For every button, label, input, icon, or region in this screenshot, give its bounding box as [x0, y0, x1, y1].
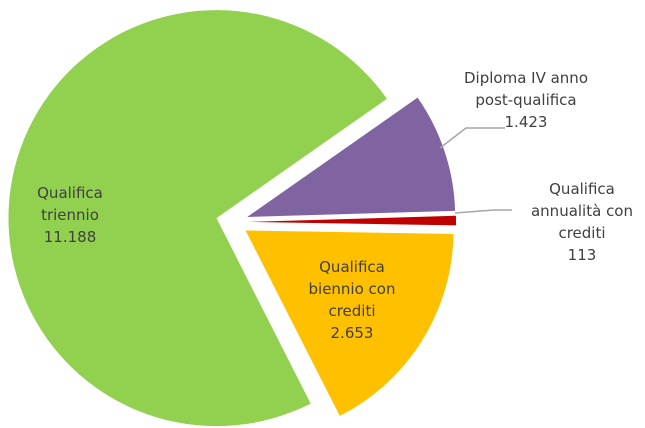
slice-label: Qualifica biennio con crediti 2.653 — [292, 256, 412, 344]
slice-label: Qualifica annualità con crediti 113 — [517, 178, 645, 266]
pie-slice — [8, 10, 387, 427]
pie-slice — [247, 215, 456, 226]
pie-slice — [245, 230, 454, 416]
leader-line — [439, 127, 505, 149]
category-name: Diploma IV anno post-qualifica — [464, 69, 588, 109]
value-label: 113 — [567, 246, 597, 264]
value-label: 11.188 — [43, 228, 97, 246]
value-label: 2.653 — [330, 324, 374, 342]
slice-label: Qualifica triennio 11.188 — [15, 182, 125, 248]
slice-label: Diploma IV anno post-qualifica 1.423 — [461, 67, 591, 133]
category-name: Qualifica triennio — [37, 184, 103, 224]
category-name: Qualifica annualità con crediti — [530, 180, 633, 242]
category-name: Qualifica biennio con crediti — [308, 258, 396, 320]
pie-slice — [247, 97, 456, 217]
leader-line — [454, 209, 512, 214]
value-label: 1.423 — [504, 113, 548, 131]
